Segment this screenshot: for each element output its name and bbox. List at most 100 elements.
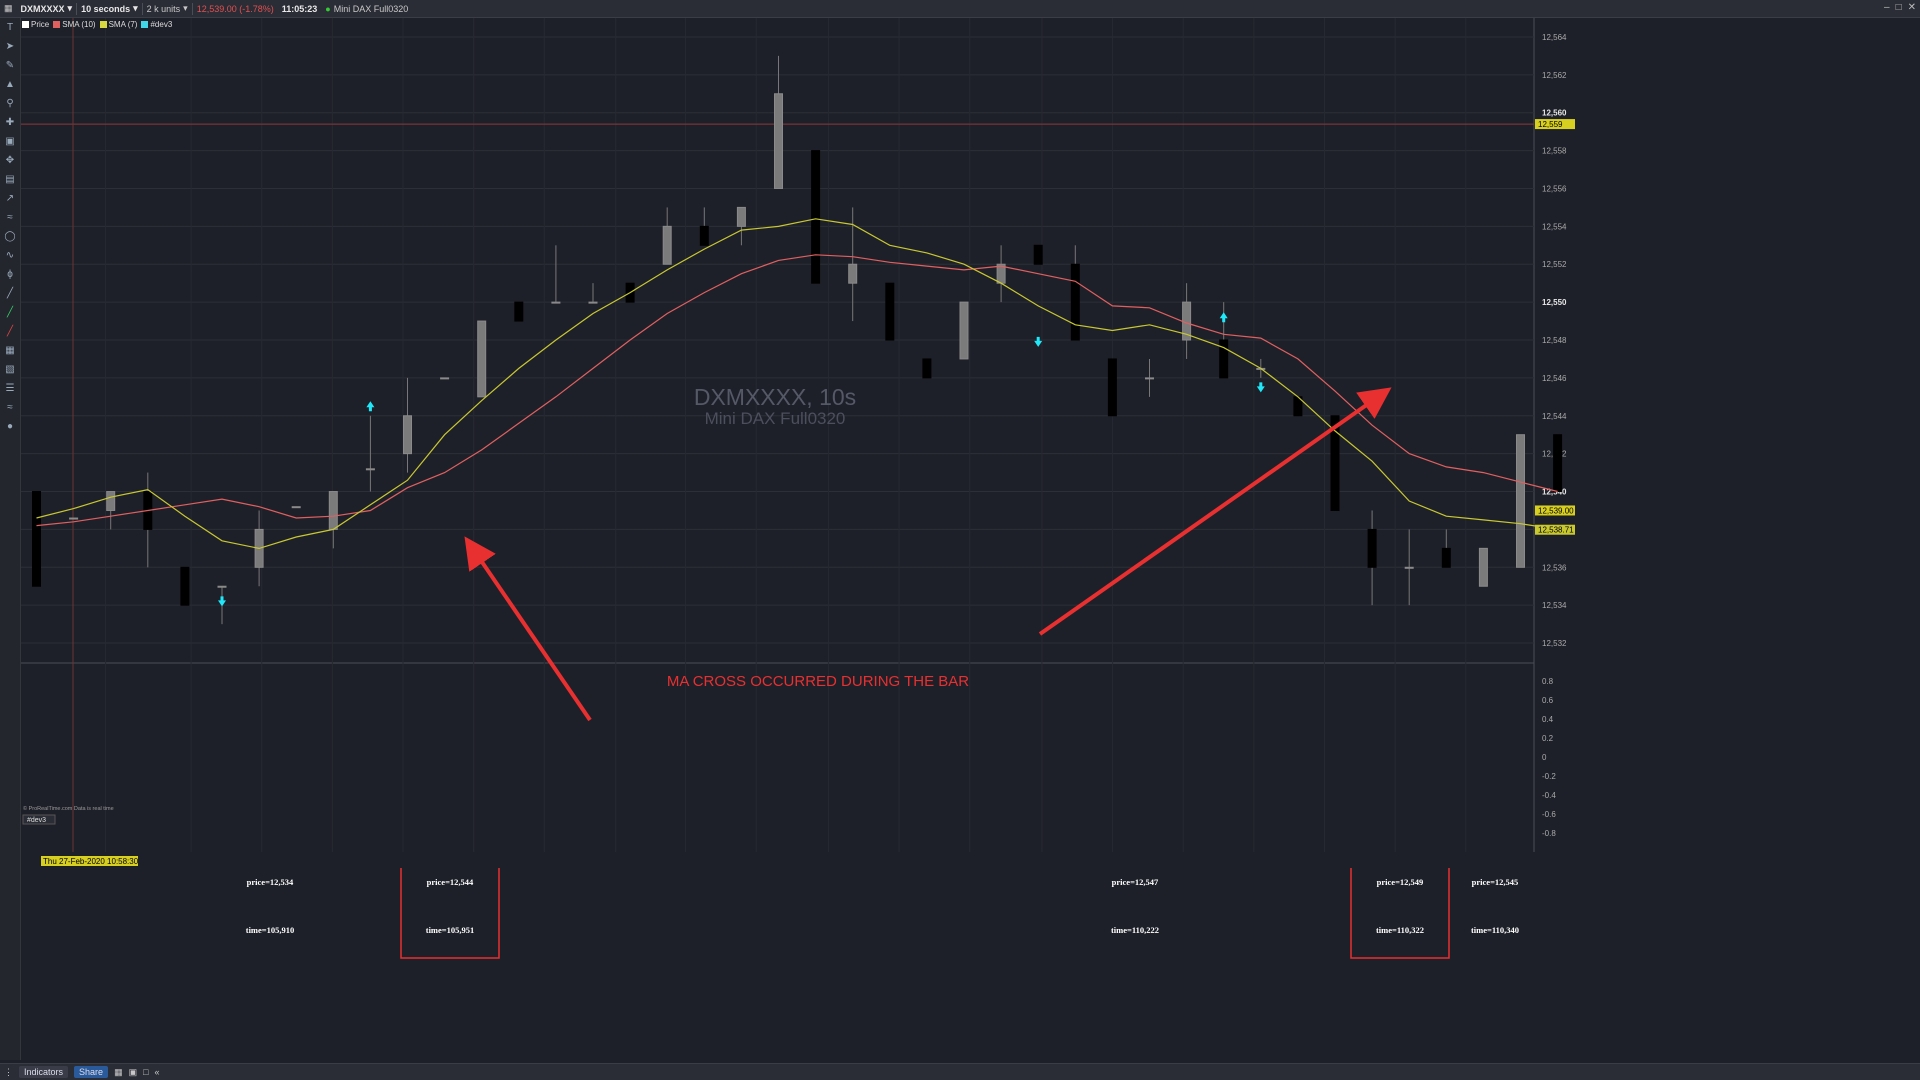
- cursor-tool-icon[interactable]: ➤: [5, 41, 15, 52]
- cursor-date-badge: [41, 856, 138, 866]
- zoom-tool-icon[interactable]: ⚲: [6, 98, 14, 109]
- top-toolbar: ▦ DXMXXXX ▾ 10 seconds ▾ 2 k units ▾ 12,539…: [0, 0, 1920, 18]
- alert-tool-icon[interactable]: ▲: [5, 79, 15, 90]
- indicator-tick-label: 0.2: [1542, 734, 1554, 743]
- units-selector[interactable]: 2 k units ▾: [146, 3, 188, 14]
- ellipse-tool-icon[interactable]: ◯: [4, 231, 16, 242]
- price-marker-text: 12,538.71: [1538, 526, 1574, 535]
- candle-body: [440, 377, 450, 380]
- menu-icon[interactable]: ⋮: [4, 1066, 13, 1077]
- zigzag-tool-icon[interactable]: ≈: [7, 402, 13, 413]
- text-tool-icon[interactable]: T: [6, 22, 14, 33]
- timeframe-selector[interactable]: 10 seconds ▾: [81, 3, 138, 14]
- legend-item[interactable]: SMA (7): [99, 19, 138, 29]
- units-label: 2 k units: [146, 3, 181, 14]
- candle-body: [774, 93, 783, 189]
- indicators-button[interactable]: Indicators: [19, 1066, 69, 1078]
- candle-body: [69, 517, 79, 520]
- data-label-time: time=105,951: [426, 925, 475, 935]
- candle-body: [1553, 434, 1563, 493]
- fibonacci-tool-icon[interactable]: ϕ: [7, 269, 13, 280]
- candle-body: [1516, 434, 1525, 568]
- scroll-left-icon[interactable]: «: [154, 1067, 160, 1077]
- annotation-arrow: [1038, 387, 1392, 636]
- copy-tool-icon[interactable]: ▣: [5, 136, 15, 147]
- line-tool-icon[interactable]: ╱: [6, 288, 14, 299]
- crosshair-tool-icon[interactable]: ✚: [5, 117, 15, 128]
- candle-body: [291, 506, 301, 509]
- data-label-time: time=110,340: [1471, 925, 1519, 935]
- watermark-title: DXMXXXX, 10s: [694, 384, 856, 410]
- pitchfork-tool-icon[interactable]: ☰: [5, 383, 15, 394]
- legend-item[interactable]: Price: [22, 20, 49, 29]
- lock-tool-icon[interactable]: ●: [6, 421, 14, 432]
- candle-body: [328, 491, 338, 530]
- share-button[interactable]: Share: [74, 1066, 109, 1078]
- legend-swatch: [22, 20, 29, 28]
- gann-tool-icon[interactable]: ▧: [5, 364, 15, 375]
- price-tick-label: 12,564: [1542, 33, 1567, 42]
- data-label-price: price=12,534: [247, 877, 294, 887]
- candle-body: [551, 301, 561, 304]
- ruler-tool-icon[interactable]: ✎: [5, 60, 15, 71]
- screenshot-icon[interactable]: □: [143, 1067, 149, 1077]
- red-line-tool-icon[interactable]: ╱: [6, 326, 14, 337]
- trendline-tool-icon[interactable]: ↗: [5, 193, 15, 204]
- drawing-toolbar: T ➤ ✎ ▲ ⚲ ✚ ▣ ✥ ▤ ↗ ≈ ◯ ∿ ϕ ╱ ╱ ╱ ▦ ▧ ☰ …: [0, 18, 21, 1060]
- pattern-tool-icon[interactable]: ▦: [5, 345, 15, 356]
- indicator-tick-label: -0.4: [1542, 791, 1556, 800]
- chart-legend: Price SMA (10) SMA (7) #dev3: [22, 18, 172, 30]
- legend-label: #dev3: [150, 19, 173, 29]
- price-tick-label: 12,554: [1542, 222, 1567, 231]
- sma7-line: [36, 218, 1558, 550]
- indicator-tick-label: 0.8: [1542, 677, 1554, 686]
- candle-body: [736, 206, 746, 227]
- layout-icon[interactable]: ▦: [114, 1066, 123, 1077]
- candle-body: [959, 301, 969, 360]
- share-label: Share: [79, 1067, 104, 1077]
- minimize-icon[interactable]: –: [1884, 2, 1890, 13]
- app-icon[interactable]: ▦: [4, 3, 13, 13]
- instrument-label: Mini DAX Full0320: [333, 3, 409, 14]
- divider: [141, 2, 143, 15]
- annotation-text: MA CROSS OCCURRED DURING THE BAR: [667, 673, 969, 690]
- legend-swatch: [99, 20, 107, 28]
- legend-swatch: [141, 20, 149, 28]
- window-icon[interactable]: ▣: [128, 1066, 138, 1077]
- candle-body: [477, 320, 487, 398]
- legend-item[interactable]: SMA (10): [53, 20, 96, 29]
- move-tool-icon[interactable]: ✥: [5, 155, 15, 166]
- price-tick-label: 12,552: [1542, 260, 1567, 269]
- symbol-label: DXMXXXX: [20, 3, 65, 14]
- sell-signal-arrow: [1034, 336, 1043, 347]
- indicator-tick-label: 0.6: [1542, 696, 1554, 705]
- indicator-tick-label: -0.6: [1542, 810, 1556, 819]
- data-label-time: time=110,322: [1376, 925, 1424, 935]
- green-line-tool-icon[interactable]: ╱: [6, 307, 14, 318]
- price-marker-text: 12,539.00: [1538, 506, 1574, 515]
- indicator-tick-label: -0.8: [1542, 829, 1556, 838]
- data-label-time: time=105,910: [246, 925, 295, 935]
- window-controls: – □ ✕: [1884, 2, 1916, 13]
- legend-item[interactable]: #dev3: [141, 20, 172, 29]
- bottom-toolbar: ⋮ Indicators Share ▦ ▣ □ «: [0, 1063, 1920, 1080]
- symbol-selector[interactable]: DXMXXXX ▾: [20, 3, 73, 14]
- divider: [76, 2, 78, 15]
- delete-tool-icon[interactable]: ▤: [5, 174, 15, 185]
- legend-label: SMA (7): [108, 19, 138, 29]
- candle-body: [180, 566, 190, 606]
- data-label-price: price=12,545: [1472, 877, 1519, 887]
- indicator-tick-label: 0: [1542, 753, 1547, 762]
- candle-body: [1330, 415, 1340, 511]
- close-icon[interactable]: ✕: [1907, 2, 1916, 13]
- price-tick-label: 12,532: [1542, 639, 1567, 648]
- indicator-tag: [22, 814, 56, 825]
- wave-tool-icon[interactable]: ∿: [5, 250, 15, 261]
- candle-body: [1441, 547, 1451, 568]
- channel-tool-icon[interactable]: ≈: [7, 212, 13, 223]
- indicator-tick-label: -0.2: [1542, 772, 1556, 781]
- candle-body: [662, 225, 672, 265]
- watermark-subtitle: Mini DAX Full0320: [705, 409, 846, 428]
- maximize-icon[interactable]: □: [1895, 2, 1902, 13]
